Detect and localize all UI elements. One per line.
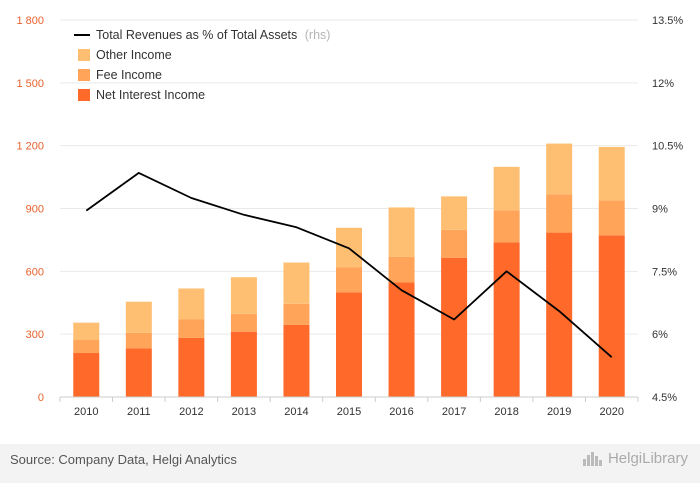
bar-fee [73, 340, 100, 354]
brand-logo: HelgiLibrary [582, 450, 688, 467]
left-tick-label: 1 500 [16, 78, 44, 90]
bar-other [178, 288, 205, 320]
bar-other [546, 143, 573, 195]
left-tick-label: 0 [38, 392, 44, 404]
x-tick-label: 2018 [494, 406, 518, 418]
bar-other [125, 301, 152, 333]
left-tick-label: 1 200 [16, 141, 44, 153]
x-tick-label: 2013 [232, 406, 256, 418]
x-tick-label: 2019 [547, 406, 571, 418]
skyline-icon [582, 451, 602, 466]
legend-fee-label: Fee Income [96, 68, 162, 82]
bar-fee [388, 256, 415, 283]
source-note: Source: Company Data, Helgi Analytics [10, 452, 237, 467]
left-tick-label: 1 800 [16, 15, 44, 27]
right-tick-label: 13.5% [652, 15, 683, 27]
bar-other [441, 196, 468, 230]
bar-other [283, 262, 310, 304]
bar-other [230, 277, 257, 314]
bar-net-interest [283, 324, 310, 397]
x-tick-label: 2020 [599, 406, 623, 418]
x-tick-label: 2011 [127, 406, 151, 418]
right-tick-label: 10.5% [652, 141, 683, 153]
left-tick-label: 600 [26, 266, 44, 278]
legend-other-label: Other Income [96, 48, 172, 62]
left-tick-label: 900 [26, 204, 44, 216]
bar-fee [125, 332, 152, 349]
legend-line-label: Total Revenues as % of Total Assets (rhs… [96, 28, 330, 42]
bar-net-interest [178, 337, 205, 397]
legend-other-swatch [78, 49, 90, 61]
bar-fee [336, 267, 362, 293]
bar-net-interest [230, 331, 257, 397]
bar-net-interest [441, 257, 468, 397]
bar-other [598, 146, 625, 201]
x-tick-label: 2014 [284, 406, 308, 418]
right-tick-label: 9% [652, 204, 668, 216]
right-tick-label: 12% [652, 78, 674, 90]
gridlines [60, 19, 638, 335]
axes: 2010 2011 2012 2013 2014 2015 2016 2017 2018 2019… [16, 15, 683, 418]
ratio-line [85, 171, 613, 358]
x-tick-label: 2017 [442, 406, 466, 418]
bar-net-interest [125, 348, 152, 397]
legend-net-interest-label: Net Interest Income [96, 88, 205, 102]
bar-fee [283, 303, 310, 325]
bar-net-interest [546, 232, 573, 397]
bars [73, 143, 625, 397]
bar-net-interest [598, 235, 625, 397]
bar-fee [441, 229, 468, 258]
brand-name: HelgiLibrary [607, 450, 688, 467]
bar-net-interest [73, 353, 100, 397]
legend: Total Revenues as % of Total Assets (rhs… [74, 28, 330, 102]
bar-other [73, 322, 100, 341]
bar-fee [493, 210, 520, 243]
bar-other [388, 207, 415, 257]
bar-other [493, 166, 520, 211]
x-tick-label: 2012 [179, 406, 203, 418]
right-tick-label: 4.5% [652, 392, 677, 404]
bar-fee [546, 194, 573, 233]
bar-net-interest [493, 242, 520, 397]
x-tick-label: 2015 [337, 406, 361, 418]
revenue-ratio-line [85, 171, 613, 358]
right-tick-label: 6% [652, 329, 668, 341]
bar-net-interest [336, 292, 362, 397]
bar-net-interest [388, 282, 415, 397]
bar-fee [178, 319, 205, 338]
left-tick-label: 300 [26, 329, 44, 341]
bar-fee [598, 200, 625, 236]
x-tick-label: 2010 [74, 406, 98, 418]
legend-net-interest-swatch [78, 89, 90, 101]
x-tick-label: 2016 [389, 406, 413, 418]
right-tick-label: 7.5% [652, 266, 677, 278]
bar-fee [230, 313, 257, 332]
legend-fee-swatch [78, 69, 90, 81]
revenue-chart: 2010 2011 2012 2013 2014 2015 2016 2017 2018 2019… [16, 15, 683, 418]
